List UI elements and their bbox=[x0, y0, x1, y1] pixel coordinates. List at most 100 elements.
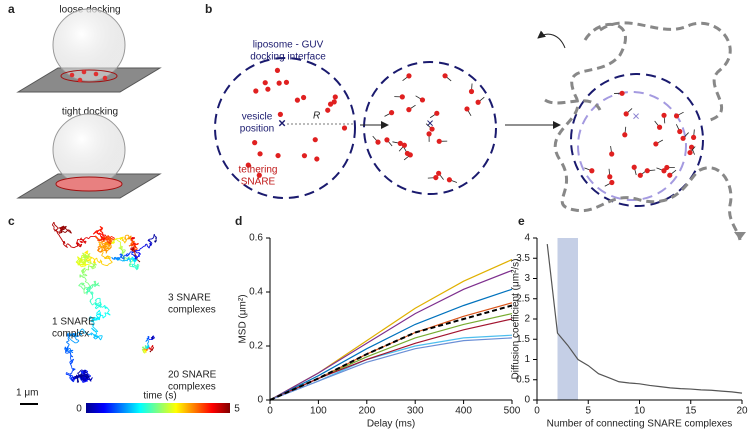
label: complex bbox=[52, 329, 89, 340]
label: docking interface bbox=[250, 52, 326, 63]
snare bbox=[327, 101, 334, 107]
walk-step bbox=[90, 333, 93, 336]
x-tick-label: 100 bbox=[310, 406, 327, 417]
walk-step bbox=[69, 374, 74, 377]
walk-step bbox=[88, 333, 91, 336]
walk-step bbox=[109, 256, 111, 260]
walk-step bbox=[68, 332, 72, 336]
walk-step bbox=[80, 285, 84, 290]
vesicle-center: × bbox=[426, 115, 434, 130]
walk-step bbox=[101, 262, 103, 265]
walk-step bbox=[62, 243, 65, 246]
walk-step bbox=[93, 281, 96, 285]
walk-step bbox=[95, 235, 97, 237]
walk-step bbox=[89, 261, 92, 264]
walk-step bbox=[62, 230, 66, 234]
walk-step bbox=[85, 251, 89, 255]
walk-step bbox=[147, 344, 150, 347]
label: vesicle bbox=[242, 112, 273, 123]
label: position bbox=[240, 124, 274, 135]
walk-step bbox=[98, 241, 101, 244]
walk-step bbox=[98, 233, 101, 235]
snare bbox=[690, 134, 697, 141]
walk-step bbox=[117, 239, 119, 242]
walk-step bbox=[151, 344, 154, 347]
walk-step bbox=[87, 253, 91, 257]
walk-step bbox=[131, 243, 134, 246]
y-tick-label: 0.6 bbox=[249, 233, 263, 244]
walk-step bbox=[134, 266, 137, 268]
walk-step bbox=[129, 251, 131, 255]
interface bbox=[55, 176, 123, 192]
walk-step bbox=[62, 240, 65, 244]
walk-step bbox=[68, 229, 71, 231]
walk-step bbox=[89, 300, 93, 305]
walk-step bbox=[95, 306, 99, 310]
walk-step bbox=[130, 260, 134, 263]
walk-step bbox=[95, 236, 99, 239]
series-line bbox=[269, 288, 513, 401]
walk-step bbox=[146, 346, 149, 349]
walk-step bbox=[77, 339, 80, 342]
walk-step bbox=[82, 328, 85, 332]
walk-step bbox=[51, 221, 55, 226]
walk-step bbox=[128, 236, 131, 239]
walk-step bbox=[101, 252, 104, 256]
walk-step bbox=[76, 376, 80, 383]
walk-step bbox=[59, 227, 63, 232]
walk-step bbox=[139, 248, 141, 251]
walk-step bbox=[79, 240, 82, 243]
walk-step bbox=[100, 336, 103, 341]
walk-step bbox=[71, 370, 73, 374]
snare bbox=[274, 67, 281, 74]
walk-step bbox=[109, 238, 112, 241]
walk-step bbox=[91, 292, 94, 295]
walk-step bbox=[78, 260, 81, 263]
walk-step bbox=[83, 287, 87, 290]
walk-step bbox=[79, 328, 83, 331]
snare bbox=[384, 137, 390, 143]
walk-step bbox=[90, 377, 93, 381]
walk-step bbox=[153, 235, 157, 238]
trajectory bbox=[544, 21, 742, 241]
x-tick-label: 0 bbox=[267, 406, 273, 417]
y-tick-label: 2.5 bbox=[516, 293, 530, 304]
walk-step bbox=[79, 264, 82, 268]
walk-step bbox=[101, 255, 105, 258]
x-tick-label: 5 bbox=[585, 406, 591, 417]
walk-step bbox=[81, 241, 84, 244]
snare bbox=[275, 152, 281, 159]
walk-step bbox=[71, 358, 74, 361]
walk-step bbox=[70, 363, 73, 367]
snare bbox=[245, 162, 251, 168]
walk-step bbox=[93, 302, 96, 304]
walk-step bbox=[91, 316, 93, 319]
snare bbox=[442, 73, 448, 79]
walk-step bbox=[78, 257, 82, 260]
walk-step bbox=[92, 326, 96, 330]
walk-step bbox=[130, 247, 134, 251]
walk-step bbox=[100, 230, 103, 233]
snare bbox=[252, 140, 258, 146]
snare bbox=[314, 156, 320, 162]
label: complexes bbox=[168, 382, 216, 393]
moved-interface bbox=[577, 91, 687, 201]
walk-step bbox=[149, 350, 152, 353]
walk-step bbox=[76, 241, 80, 245]
y-tick-label: 1.5 bbox=[516, 334, 530, 345]
walk-step bbox=[138, 252, 141, 255]
walk-step bbox=[107, 310, 110, 313]
walk-step bbox=[96, 309, 101, 314]
panel-label: d bbox=[235, 214, 242, 228]
interface bbox=[60, 69, 118, 83]
snare bbox=[388, 110, 395, 116]
walk-step bbox=[69, 359, 73, 363]
snare bbox=[283, 79, 290, 85]
walk-step bbox=[121, 259, 124, 262]
walk-step bbox=[120, 253, 123, 256]
walk-step bbox=[88, 265, 92, 268]
walk-step bbox=[133, 243, 136, 247]
walk-step bbox=[79, 274, 84, 278]
walk-step bbox=[92, 264, 96, 268]
docking-interface bbox=[570, 73, 704, 207]
